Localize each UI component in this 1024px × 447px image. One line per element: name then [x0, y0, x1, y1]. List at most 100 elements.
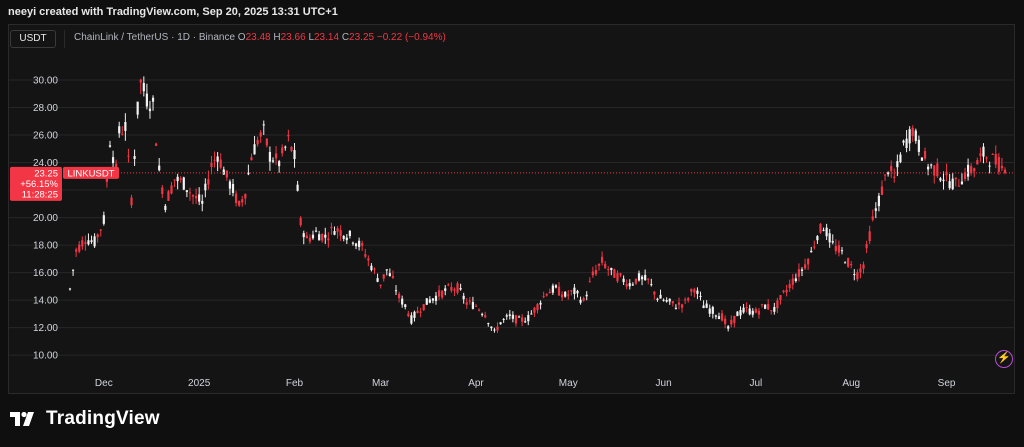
candle-body — [401, 298, 404, 305]
candle-body — [173, 179, 176, 181]
lightning-icon[interactable]: ⚡ — [995, 350, 1013, 368]
candle-body — [330, 226, 333, 229]
candle-body — [505, 315, 508, 317]
candle-body — [444, 288, 447, 291]
candle-body — [862, 264, 865, 269]
candle-body — [284, 146, 287, 148]
chart-panel[interactable] — [8, 24, 1015, 394]
x-tick-label: Sep — [938, 378, 956, 389]
candle-body — [361, 243, 364, 246]
candle-body — [244, 193, 247, 199]
candle-body — [902, 140, 905, 143]
candle-body — [191, 195, 195, 197]
candle-body — [1000, 165, 1004, 169]
candle-body — [219, 159, 222, 168]
candle-body — [951, 178, 954, 190]
candle-body — [517, 316, 521, 318]
price-tag-price: 23.25 — [34, 168, 58, 179]
candle-body — [533, 307, 536, 313]
y-tick-label: 24.00 — [33, 158, 58, 169]
candle-body — [487, 323, 490, 325]
candle-body — [339, 230, 342, 236]
candle-body — [659, 294, 662, 299]
candle-body — [456, 283, 459, 293]
candle-body — [314, 230, 318, 232]
candle-body — [868, 231, 871, 242]
candle-body — [302, 233, 305, 238]
candle-body — [311, 234, 315, 239]
candle-body — [767, 304, 770, 310]
candle-body — [819, 223, 822, 233]
candle-body — [364, 254, 367, 257]
candle-body — [939, 178, 942, 181]
candle-body — [434, 295, 438, 301]
candle-body — [324, 234, 327, 238]
candle-body — [680, 304, 684, 308]
candle-body — [71, 269, 75, 271]
candle-body — [893, 176, 896, 178]
symbol-button[interactable]: USDT — [10, 30, 56, 48]
candle-body — [717, 316, 721, 320]
candle-body — [982, 146, 985, 157]
candle-body — [834, 246, 837, 252]
candle-body — [225, 170, 228, 178]
symbol-tag-box — [63, 166, 119, 179]
toolbar-divider — [64, 30, 65, 48]
candle-body — [948, 181, 951, 189]
candle-body — [127, 155, 130, 157]
candle-body — [803, 264, 807, 269]
close-value: 23.25 — [349, 32, 375, 43]
x-tick-label: Jul — [749, 378, 762, 389]
candle-body — [376, 278, 379, 282]
candle-body — [690, 289, 693, 292]
candle-body — [278, 161, 281, 167]
candle-body — [856, 272, 859, 280]
candle-body — [453, 289, 456, 291]
candle-body — [923, 151, 927, 159]
candle-body — [536, 304, 539, 311]
candle-body — [920, 157, 924, 161]
candle-body — [677, 302, 681, 305]
candle-body — [358, 240, 361, 247]
candle-body — [379, 284, 382, 286]
candle-body — [474, 305, 478, 307]
candle-body — [416, 310, 419, 313]
candle-body — [539, 302, 542, 305]
candle-body — [431, 298, 435, 301]
candle-body — [447, 284, 450, 286]
candle-body — [616, 273, 619, 282]
candle-body — [124, 121, 127, 131]
chart-credit: neeyi created with TradingView.com, Sep … — [8, 6, 338, 18]
candle-body — [493, 329, 496, 331]
candle-body — [161, 187, 164, 195]
y-tick-label: 26.00 — [33, 131, 58, 142]
candle-body — [465, 302, 468, 305]
candle-body — [622, 278, 625, 283]
candle-body — [914, 130, 917, 141]
candle-body — [185, 190, 188, 192]
candle-body — [865, 244, 868, 249]
candle-body — [188, 192, 192, 194]
candle-body — [973, 168, 976, 172]
candle-body — [130, 197, 133, 206]
candle-body — [201, 200, 204, 204]
candle-body — [887, 172, 890, 175]
candle-body — [730, 319, 733, 325]
candle-body — [708, 308, 711, 314]
candle-body — [994, 153, 997, 165]
candle-body — [241, 199, 244, 203]
candle-body — [75, 249, 78, 252]
candle-body — [588, 281, 591, 283]
candle-body — [825, 227, 828, 237]
candle-body — [407, 313, 410, 317]
candle-body — [351, 242, 355, 244]
candle-body — [665, 300, 668, 302]
candle-body — [521, 317, 524, 322]
high-label: H — [273, 32, 281, 43]
candle-body — [966, 164, 970, 177]
candle-body — [813, 246, 816, 248]
candle-body — [96, 234, 99, 238]
candle-body — [917, 139, 920, 152]
candle-body — [625, 284, 628, 287]
